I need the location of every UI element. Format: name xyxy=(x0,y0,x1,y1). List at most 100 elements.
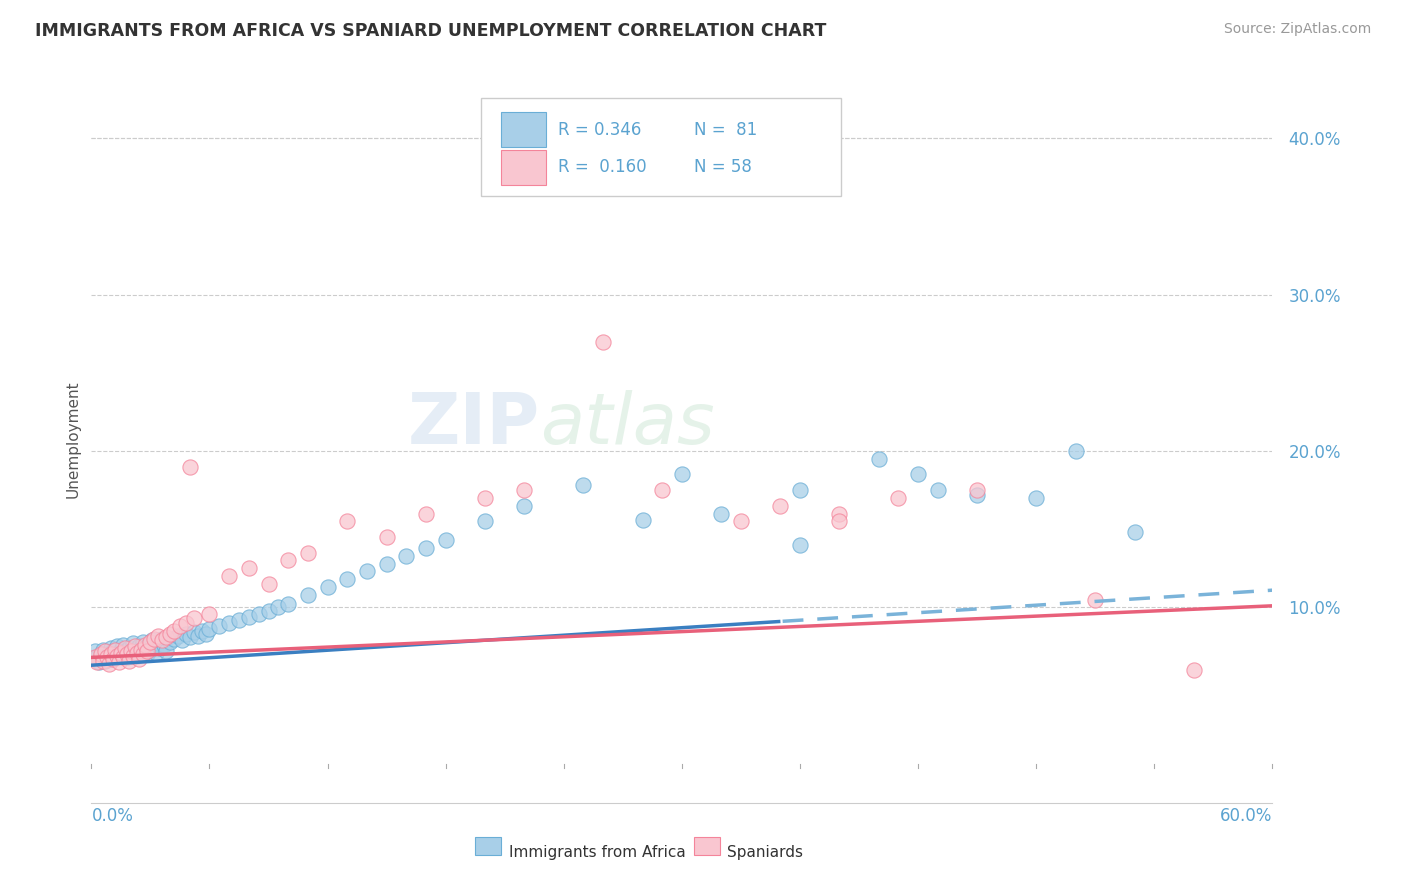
Point xyxy=(104,650,127,665)
Point xyxy=(128,640,150,654)
Point xyxy=(174,615,197,630)
Point xyxy=(190,624,212,638)
Point xyxy=(138,638,160,652)
Point xyxy=(131,647,153,661)
Point xyxy=(134,640,156,655)
Point xyxy=(150,632,173,646)
Point xyxy=(966,488,988,502)
Point xyxy=(267,600,290,615)
Point xyxy=(143,632,166,646)
Point xyxy=(84,650,107,665)
Point xyxy=(148,628,170,642)
Point xyxy=(89,655,111,669)
Point xyxy=(828,515,851,529)
Point xyxy=(114,640,136,655)
Point xyxy=(98,657,121,671)
Point xyxy=(887,491,910,505)
Point xyxy=(90,647,112,661)
Bar xyxy=(501,112,546,147)
Point xyxy=(155,630,177,644)
Point xyxy=(395,549,418,563)
Point xyxy=(108,655,131,669)
Point xyxy=(257,603,280,617)
Text: Immigrants from Africa: Immigrants from Africa xyxy=(509,845,686,860)
Text: N =  81: N = 81 xyxy=(693,120,756,138)
Point xyxy=(415,541,437,555)
Point xyxy=(120,646,142,660)
Point xyxy=(194,627,217,641)
Point xyxy=(1084,592,1107,607)
Point xyxy=(159,634,181,648)
Point xyxy=(187,628,209,642)
Point xyxy=(769,499,792,513)
Point xyxy=(104,642,127,657)
Text: N = 58: N = 58 xyxy=(693,159,752,177)
Point xyxy=(218,569,240,583)
Y-axis label: Unemployment: Unemployment xyxy=(65,381,80,498)
Point xyxy=(927,483,949,497)
Point xyxy=(121,636,143,650)
Point xyxy=(111,650,134,665)
Point xyxy=(1182,663,1205,677)
Point xyxy=(96,650,118,665)
Point xyxy=(150,633,173,648)
Point xyxy=(183,625,205,640)
Point xyxy=(1123,525,1146,540)
Point xyxy=(145,646,167,660)
Point xyxy=(1025,491,1047,505)
Point xyxy=(208,619,231,633)
Point xyxy=(124,642,146,657)
Point xyxy=(125,648,148,663)
Text: 0.0%: 0.0% xyxy=(91,807,134,825)
Point xyxy=(98,646,121,660)
Point xyxy=(572,478,595,492)
FancyBboxPatch shape xyxy=(481,97,841,195)
Point xyxy=(139,634,162,648)
Point xyxy=(238,609,260,624)
Point xyxy=(174,627,197,641)
Point xyxy=(730,515,752,529)
Point xyxy=(163,624,186,638)
Point xyxy=(907,467,929,482)
Point xyxy=(110,642,132,657)
Text: Source: ZipAtlas.com: Source: ZipAtlas.com xyxy=(1223,22,1371,37)
Point xyxy=(91,654,114,668)
Point xyxy=(94,644,117,658)
Point xyxy=(94,654,117,668)
Point xyxy=(118,640,141,655)
Point xyxy=(84,644,107,658)
Point xyxy=(163,632,186,646)
Point xyxy=(120,644,142,658)
Point xyxy=(111,638,134,652)
Point xyxy=(671,467,693,482)
Point xyxy=(316,580,339,594)
Point xyxy=(148,636,170,650)
Point xyxy=(124,640,146,654)
Point xyxy=(128,652,150,666)
Point xyxy=(167,628,190,642)
Point xyxy=(375,530,398,544)
Point xyxy=(277,553,299,567)
Point xyxy=(179,459,201,474)
Point xyxy=(415,507,437,521)
Point xyxy=(108,647,131,661)
Point xyxy=(789,538,811,552)
Point xyxy=(375,557,398,571)
Point xyxy=(100,647,122,661)
Point xyxy=(91,642,114,657)
Point xyxy=(238,561,260,575)
Point xyxy=(183,611,205,625)
Point xyxy=(1064,444,1087,458)
Point xyxy=(135,644,157,658)
Point xyxy=(101,644,124,658)
Point xyxy=(90,647,112,661)
Bar xyxy=(501,150,546,185)
Text: atlas: atlas xyxy=(540,391,714,459)
Point xyxy=(101,652,124,666)
Point xyxy=(356,565,378,579)
Point xyxy=(474,515,496,529)
Point xyxy=(141,633,163,648)
Point xyxy=(86,650,108,665)
Point xyxy=(297,588,319,602)
Point xyxy=(131,634,153,648)
